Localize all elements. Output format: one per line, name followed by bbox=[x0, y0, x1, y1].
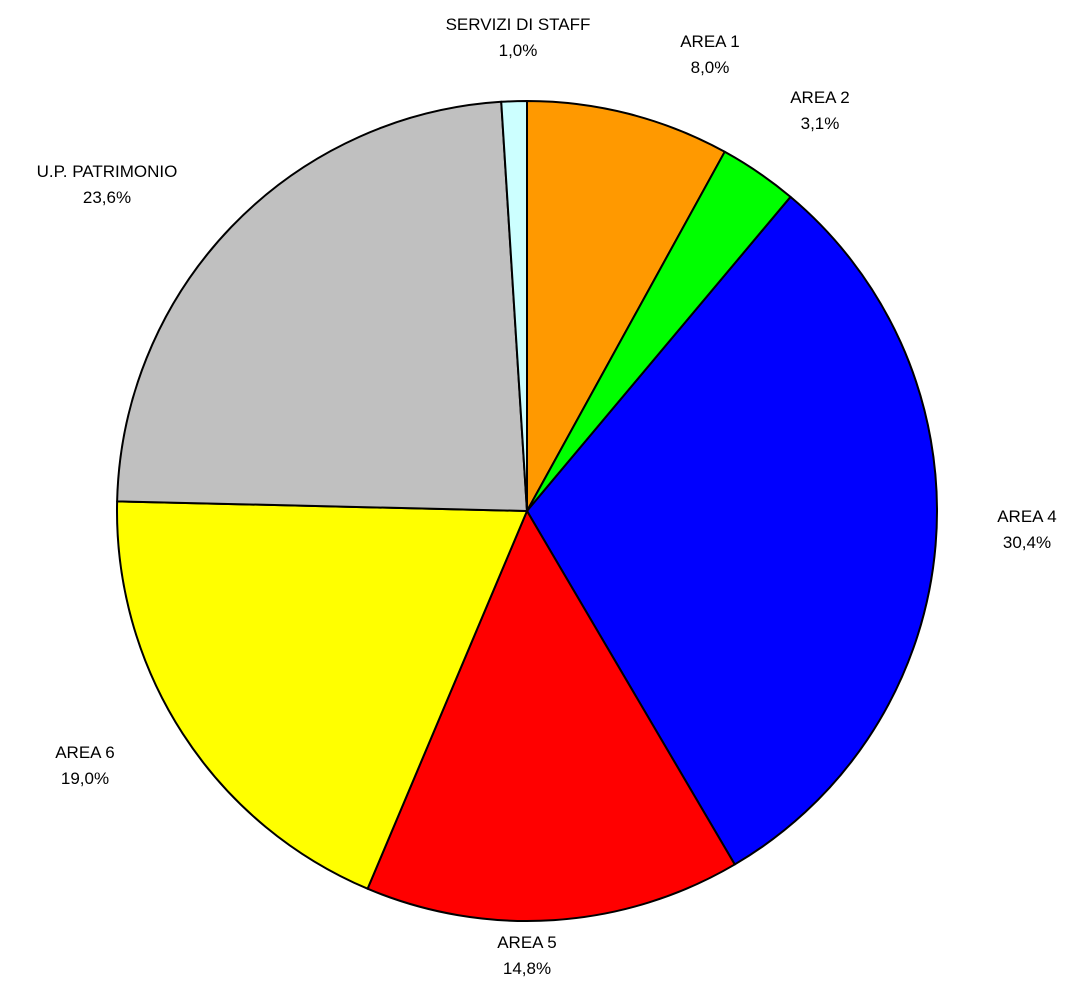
pie-slice-area-4 bbox=[526, 195, 938, 866]
slice-value-label: 1,0% bbox=[499, 41, 538, 60]
pie-labels: AREA 1 8,0% AREA 2 3,1% AREA 4 30,4% AREA 5 14,… bbox=[37, 15, 1057, 978]
pie-slices bbox=[116, 100, 938, 922]
slice-label: SERVIZI DI STAFF bbox=[446, 15, 591, 34]
slice-label: AREA 5 bbox=[497, 933, 557, 952]
slice-value-label: 19,0% bbox=[61, 769, 109, 788]
pie-slice-area-6 bbox=[116, 500, 528, 890]
pie-slice-area-5 bbox=[366, 510, 736, 922]
slice-label: AREA 4 bbox=[997, 507, 1057, 526]
slice-value-label: 14,8% bbox=[503, 959, 551, 978]
slice-value-label: 3,1% bbox=[801, 114, 840, 133]
slice-label: AREA 6 bbox=[55, 743, 115, 762]
pie-slice-area-1 bbox=[526, 100, 726, 512]
slice-label: U.P. PATRIMONIO bbox=[37, 162, 178, 181]
pie-slice-u-p-patrimonio bbox=[116, 100, 528, 512]
slice-value-label: 30,4% bbox=[1003, 533, 1051, 552]
slice-label: AREA 1 bbox=[680, 32, 740, 51]
slice-value-label: 8,0% bbox=[691, 58, 730, 77]
slice-label: AREA 2 bbox=[790, 88, 850, 107]
pie-slice-servizi-di-staff bbox=[500, 100, 528, 512]
slice-value-label: 23,6% bbox=[83, 188, 131, 207]
